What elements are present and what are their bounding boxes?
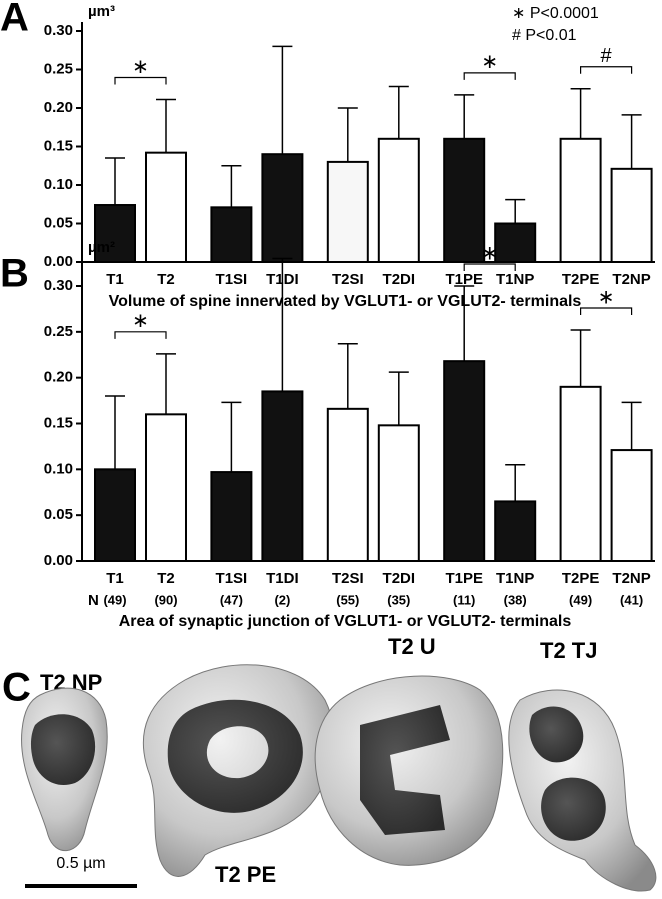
y-unit: µm³ [88, 3, 115, 20]
n-label: (11) [453, 592, 475, 607]
bar [559, 385, 602, 563]
structure-label: T2 PE [215, 862, 276, 887]
x-tick-label: T2PE [562, 271, 600, 288]
significance-bracket [463, 72, 516, 80]
n-label: (90) [154, 592, 177, 607]
x-tick-label: T1PE [445, 271, 483, 288]
bar [145, 151, 187, 263]
y-tick-label: 0.30 [44, 22, 73, 39]
x-tick-label: T1PE [445, 570, 483, 587]
bar [261, 153, 304, 263]
n-label: (35) [387, 592, 410, 607]
y-tick-label: 0.25 [44, 60, 73, 77]
bar [94, 204, 136, 264]
significance-bracket [463, 263, 516, 271]
y-tick-label: 0.05 [44, 214, 73, 231]
x-tick-label: T2DI [383, 271, 416, 288]
scale-bar-label: 0.5 µm [56, 855, 105, 872]
synapse-patch [30, 714, 96, 786]
n-label: (41) [620, 592, 643, 607]
significance-bracket [114, 331, 167, 339]
significance-marker: ∗ [598, 286, 615, 308]
x-tick-label: T1 [106, 271, 124, 288]
significance-bracket [580, 66, 633, 74]
bar [326, 160, 369, 263]
bar [326, 407, 369, 563]
structure-label: T2 TJ [540, 638, 597, 663]
x-tick-label: T2NP [612, 271, 650, 288]
x-tick-label: T2NP [612, 570, 650, 587]
significance-marker: ∗ [481, 51, 498, 73]
n-label: (38) [504, 592, 527, 607]
x-tick-label: T2SI [332, 271, 364, 288]
n-label: (47) [220, 592, 243, 607]
panel-label: B [0, 252, 29, 296]
significance-marker: ∗ [132, 310, 149, 332]
y-tick-label: 0.10 [44, 176, 73, 193]
y-unit: µm² [88, 239, 115, 256]
x-tick-label: T2SI [332, 570, 364, 587]
x-axis-title: Volume of spine innervated by VGLUT1- or… [109, 293, 582, 310]
y-tick-label: 0.00 [44, 253, 73, 270]
x-tick-label: T1DI [266, 570, 299, 587]
structure-label: T2 U [388, 634, 436, 659]
y-tick-label: 0.20 [44, 99, 73, 116]
synapse-patch [360, 705, 450, 835]
bar [210, 206, 253, 263]
legend-entry: # P<0.01 [512, 27, 577, 44]
significance-bracket [580, 307, 633, 315]
bar [443, 137, 486, 263]
n-header: N [88, 592, 99, 609]
y-tick-label: 0.10 [44, 460, 73, 477]
bar [377, 137, 420, 263]
bar [377, 424, 420, 563]
spine-rendering [314, 675, 504, 866]
y-tick-label: 0.15 [44, 414, 73, 431]
y-tick-label: 0.30 [44, 277, 73, 294]
x-tick-label: T1SI [216, 570, 248, 587]
n-label: (55) [336, 592, 359, 607]
y-tick-label: 0.15 [44, 137, 73, 154]
y-tick-label: 0.20 [44, 369, 73, 386]
n-label: (49) [103, 592, 126, 607]
significance-marker: # [601, 45, 613, 67]
panel-label: A [0, 0, 29, 40]
panel-label: C [2, 666, 31, 710]
bar [494, 222, 537, 263]
y-tick-label: 0.25 [44, 323, 73, 340]
synapse-patch [167, 699, 303, 813]
x-tick-label: T2 [157, 271, 175, 288]
bar [94, 468, 136, 563]
x-tick-label: T2PE [562, 570, 600, 587]
bar [559, 137, 602, 263]
bar [494, 500, 537, 562]
x-tick-label: T1NP [496, 271, 534, 288]
synapse-patch [541, 777, 606, 841]
x-tick-label: T2 [157, 570, 175, 587]
n-label: (2) [274, 592, 290, 607]
x-tick-label: T2DI [383, 570, 416, 587]
significance-bracket [114, 76, 167, 85]
x-tick-label: T1NP [496, 570, 534, 587]
bar [210, 471, 253, 563]
legend-entry: ∗ P<0.0001 [512, 5, 599, 22]
x-tick-label: T1 [106, 570, 124, 587]
panel-c: C T2 NP T2 PE T2 U T2 TJ 0.5 µm [2, 634, 657, 892]
y-tick-label: 0.05 [44, 506, 73, 523]
n-label: (49) [569, 592, 592, 607]
bar [145, 413, 187, 563]
x-axis-title: Area of synaptic junction of VGLUT1- or … [119, 613, 572, 630]
bar [443, 360, 486, 562]
significance-marker: ∗ [481, 242, 498, 264]
bar [610, 449, 653, 563]
bar [261, 390, 304, 562]
x-tick-label: T1SI [216, 271, 248, 288]
y-tick-label: 0.00 [44, 552, 73, 569]
significance-marker: ∗ [132, 56, 149, 78]
bar [610, 167, 653, 263]
synapse-patch [529, 706, 584, 763]
